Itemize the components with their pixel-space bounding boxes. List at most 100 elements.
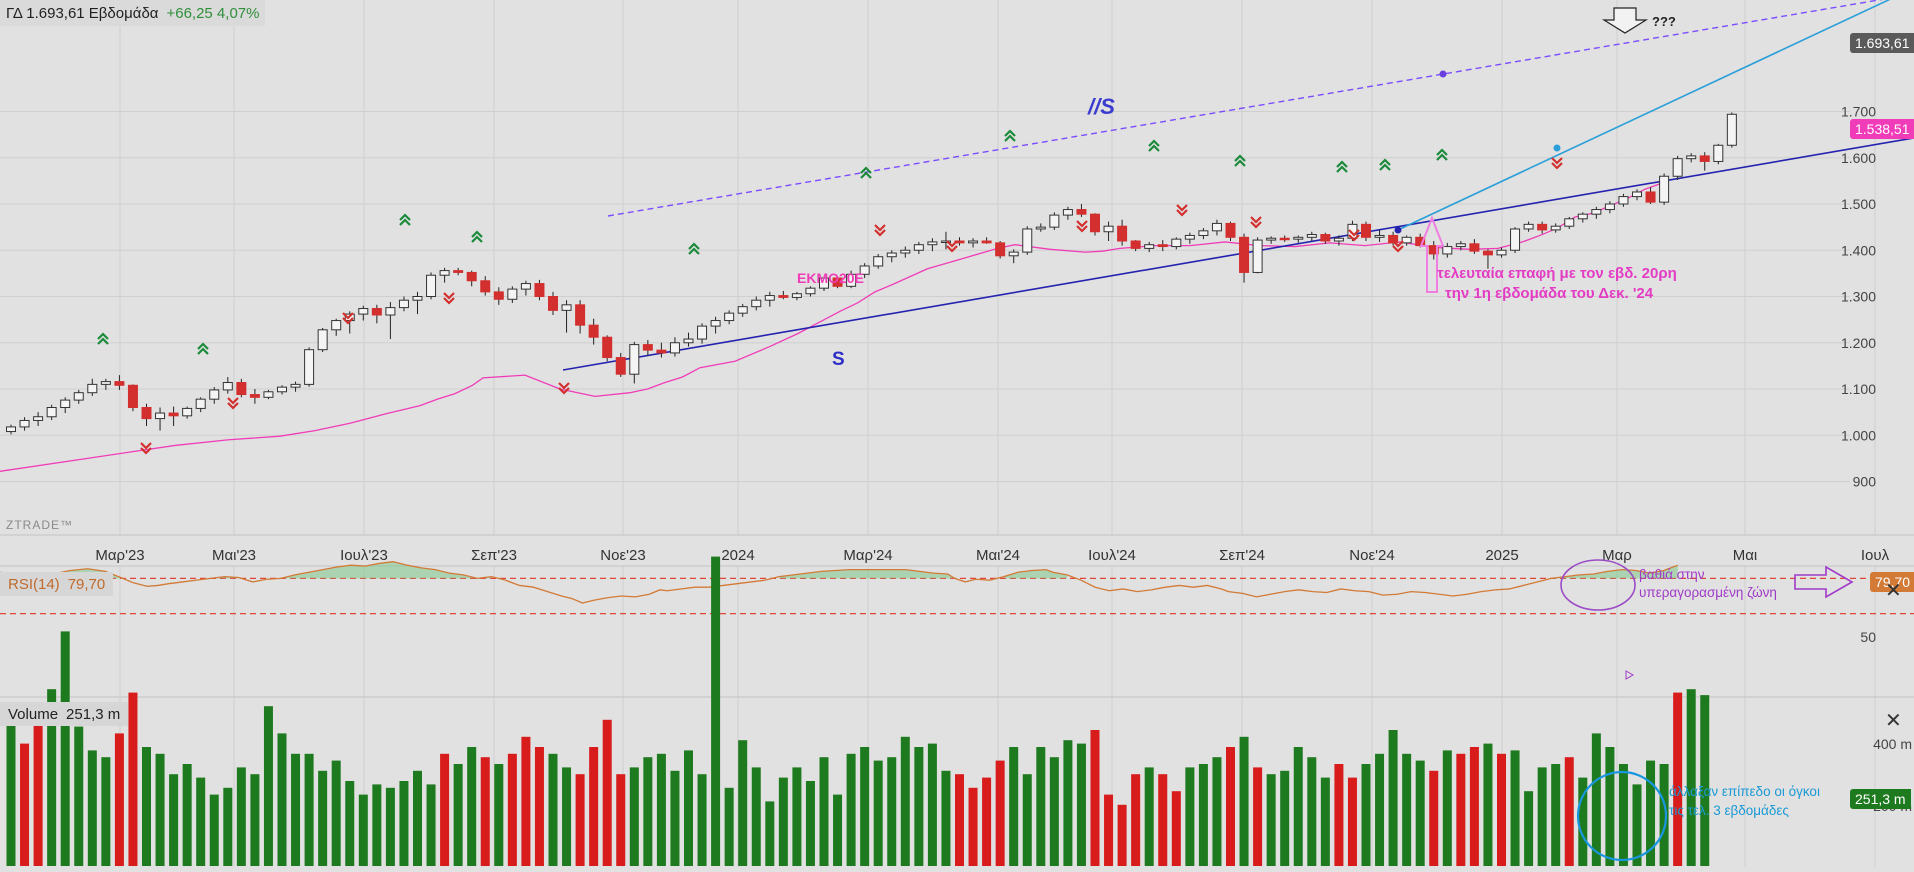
candlesticks[interactable] <box>6 112 1737 435</box>
candle-body <box>737 306 748 314</box>
swing-high-icon <box>1336 160 1348 173</box>
volume-bar <box>1415 760 1425 866</box>
candle-body <box>1428 245 1439 255</box>
volume-bar <box>413 770 422 866</box>
swing-high-icon <box>1436 148 1448 161</box>
candle-body <box>669 342 680 354</box>
candle-body <box>1239 236 1250 273</box>
volume-bar <box>101 757 111 866</box>
candle-body <box>398 299 409 309</box>
candle-body <box>968 240 979 244</box>
candle-body <box>1306 234 1317 238</box>
volume-bar <box>277 733 287 866</box>
volume-bar <box>47 689 57 866</box>
rsi-close-icon[interactable]: ✕ <box>1885 580 1902 602</box>
time-tick-label: Μαρ <box>1602 547 1632 564</box>
volume-bar <box>155 753 165 866</box>
up-arrow-icon <box>1419 215 1445 293</box>
candle-body <box>1320 234 1331 242</box>
candle-body <box>615 357 626 375</box>
candle-body <box>371 308 382 316</box>
candle-body <box>724 312 735 322</box>
volume-bar <box>1591 733 1601 866</box>
volume-bar <box>318 770 328 866</box>
volume-bar <box>765 801 775 866</box>
volume-bar <box>1185 767 1195 866</box>
time-tick-label: Σεπ'24 <box>1219 547 1265 564</box>
candle-body <box>778 295 789 298</box>
candle-body <box>249 394 260 398</box>
volume-badge: 251,3 m <box>1850 789 1911 809</box>
candle-body <box>805 287 816 295</box>
candle-body <box>819 277 829 289</box>
candle-body <box>1279 237 1290 241</box>
volume-bar <box>467 747 477 866</box>
volume-bar <box>1510 750 1520 866</box>
volume-bar <box>1429 770 1439 866</box>
volume-bar <box>1131 774 1141 866</box>
volume-bar <box>114 733 124 866</box>
candle-body <box>1523 223 1534 230</box>
candle-body <box>1686 155 1697 160</box>
candle-body <box>33 416 44 421</box>
volume-bar <box>1537 767 1547 866</box>
symbol-price: ΓΔ 1.693,61 Εβδομάδα <box>6 4 159 22</box>
volume-bar <box>33 719 43 866</box>
swing-low-icon <box>1250 216 1262 229</box>
volume-note: τις τελ. 3 εβδομάδες <box>1669 803 1789 818</box>
candle-body <box>1333 237 1344 242</box>
volume-bar <box>1673 692 1683 866</box>
rsi-line <box>0 561 1679 604</box>
volume-bar <box>805 781 815 866</box>
volume-bar <box>263 706 273 866</box>
time-tick-label: 2024 <box>721 547 754 564</box>
volume-bar <box>1293 747 1303 866</box>
candle-body <box>114 381 125 386</box>
candle-body <box>1564 218 1575 227</box>
volume-bar <box>169 774 179 866</box>
volume-bar <box>1497 753 1506 866</box>
time-tick-label: Μαι'24 <box>976 547 1020 564</box>
volume-bar <box>385 787 395 866</box>
swing-low-icon <box>558 382 570 395</box>
volume-bar <box>887 757 897 866</box>
watermark: ZTRADE™ <box>6 518 73 532</box>
candle-body <box>940 240 951 243</box>
swing-low-icon <box>1348 229 1360 242</box>
candle-body <box>534 283 545 297</box>
candle-body <box>466 271 477 282</box>
volume-bar <box>196 777 206 866</box>
volume-bar <box>562 767 572 866</box>
swing-high-icon <box>1234 154 1246 167</box>
candle-body <box>1442 246 1453 255</box>
candle-body <box>6 426 16 433</box>
volume-bar <box>575 774 585 866</box>
candle-body <box>1103 225 1114 233</box>
time-tick-label: Ιουλ <box>1861 547 1890 564</box>
volume-bar <box>1605 747 1615 866</box>
volume-bar <box>1009 747 1019 866</box>
volume-close-icon[interactable]: ✕ <box>1885 710 1902 732</box>
price-tick-label: 1.200 <box>1841 335 1876 351</box>
candle-body <box>426 274 437 298</box>
volume-bar <box>643 757 653 866</box>
candle-body <box>1035 226 1046 230</box>
volume-bar <box>1483 743 1493 866</box>
volume-bars <box>6 556 1710 866</box>
volume-bar <box>507 753 517 866</box>
axis-labels: 900 1.000 1.100 1.200 1.300 1.400 1.500 1.600 1.… <box>95 104 1912 815</box>
candle-body <box>629 344 640 375</box>
candle-body <box>859 265 870 275</box>
candle-body <box>155 412 166 420</box>
swing-high-icon <box>688 242 700 255</box>
volume-bar <box>236 767 246 866</box>
volume-bar <box>1320 777 1330 866</box>
candle-body <box>290 383 301 388</box>
candle-body <box>886 252 897 258</box>
candle-body <box>1374 234 1385 238</box>
rsi-overbought-area <box>280 561 492 579</box>
volume-bar <box>792 767 802 866</box>
candle-body <box>1510 228 1521 251</box>
volume-bar <box>1551 764 1561 866</box>
